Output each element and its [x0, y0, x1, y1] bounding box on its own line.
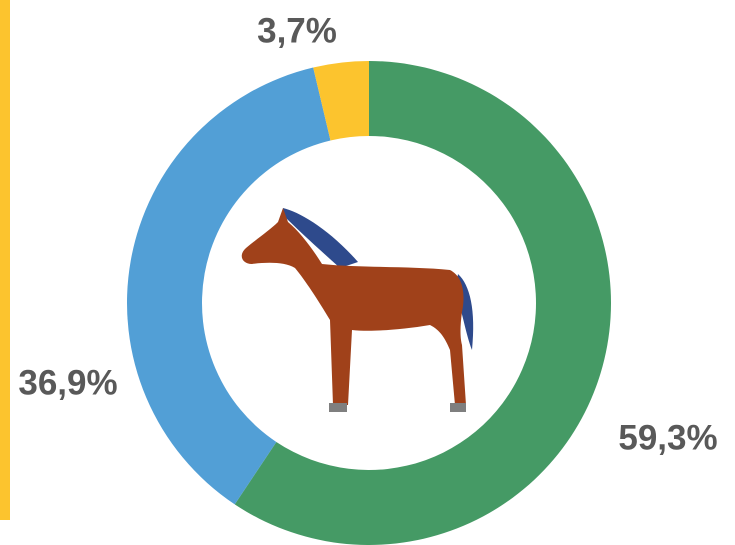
- data-label: 59,3%: [618, 418, 717, 457]
- horse-icon: [241, 208, 474, 412]
- side-accent: [0, 0, 10, 520]
- horse-hoof: [450, 403, 466, 412]
- horse-body: [241, 208, 466, 405]
- horse-hoof: [329, 403, 347, 412]
- data-label: 36,9%: [18, 363, 117, 402]
- donut-slice: [313, 61, 369, 141]
- data-label: 3,7%: [257, 11, 337, 50]
- donut-slice: [234, 61, 612, 545]
- horse-mane: [283, 208, 358, 268]
- donut: [127, 61, 612, 545]
- donut-slice: [127, 67, 331, 505]
